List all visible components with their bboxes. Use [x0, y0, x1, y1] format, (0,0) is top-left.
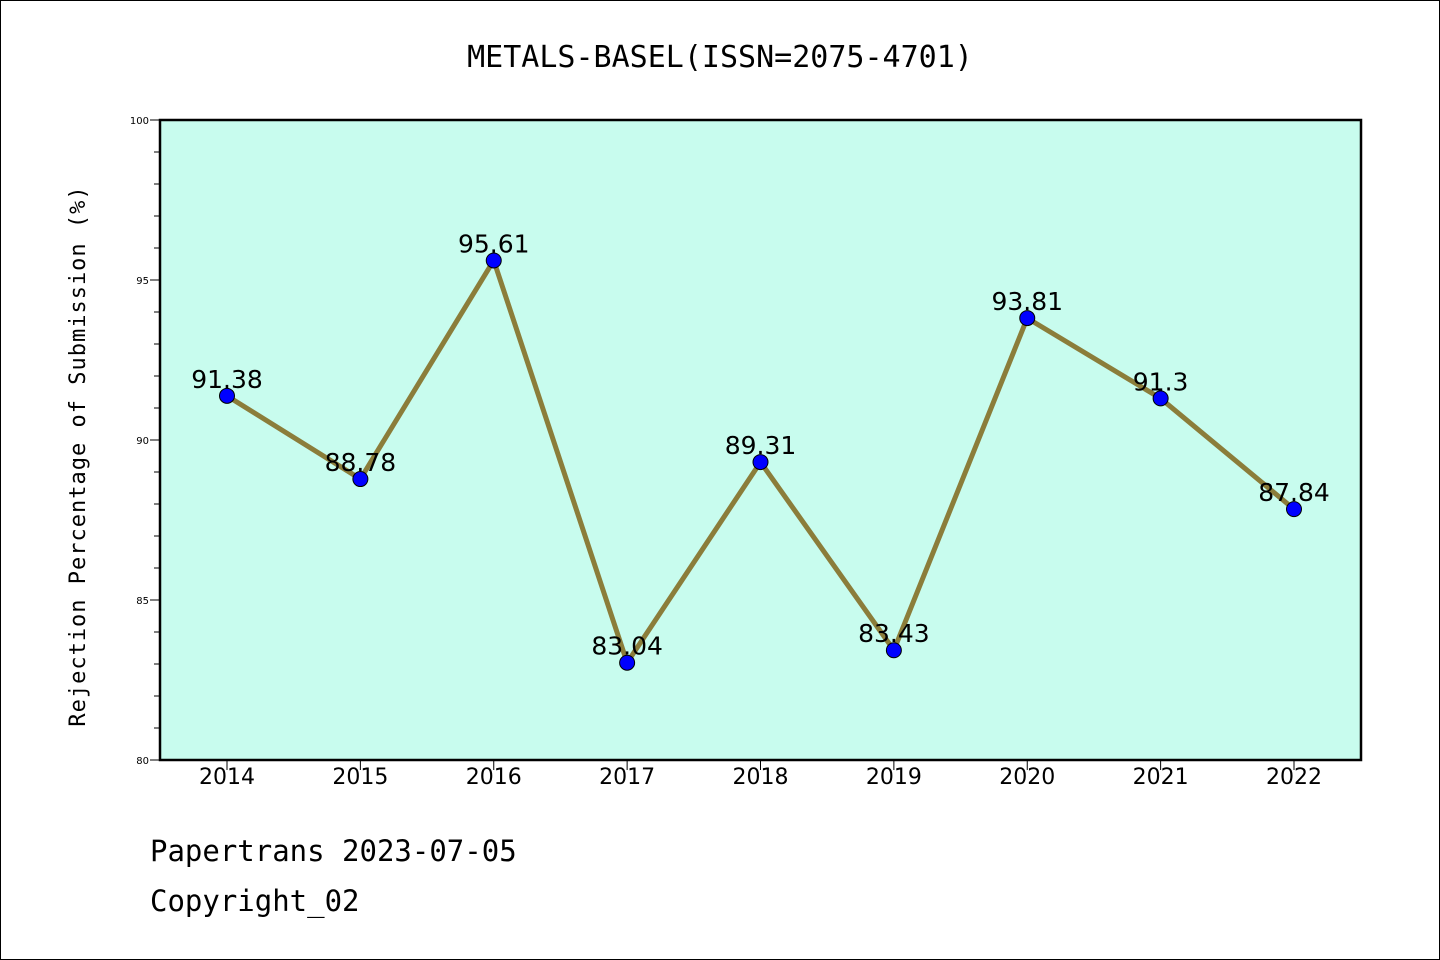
x-tick-label: 2018	[733, 765, 789, 790]
data-label: 95.61	[458, 229, 530, 258]
data-label: 91.38	[191, 365, 263, 394]
x-tick-label: 2016	[466, 765, 522, 790]
data-point	[1152, 390, 1169, 407]
data-point	[1019, 310, 1036, 327]
data-point	[752, 454, 769, 471]
footer-copyright: Copyright_02	[150, 884, 360, 918]
y-tick-label: 80	[136, 756, 149, 767]
data-point	[485, 252, 502, 269]
data-point	[1286, 501, 1302, 518]
y-axis: 80 85 90 95 100	[130, 116, 160, 767]
y-axis-label: Rejection Percentage of Submission (%)	[66, 185, 91, 726]
data-label: 83.04	[591, 632, 663, 661]
data-point	[885, 642, 902, 659]
plot-area	[158, 118, 1363, 762]
x-tick-label: 2019	[866, 765, 922, 790]
y-tick-label: 85	[136, 596, 149, 607]
x-tick-label: 2020	[999, 765, 1055, 790]
x-tick-label: 2022	[1266, 765, 1322, 790]
chart-title: METALS-BASEL(ISSN=2075-4701)	[467, 40, 973, 75]
data-point	[619, 654, 636, 671]
x-axis: 2014 2015 2016 2017 2018 2019 2020 2021 2022	[199, 760, 1322, 790]
data-markers	[219, 252, 1302, 671]
data-label: 83.43	[858, 619, 930, 648]
data-label: 91.3	[1133, 367, 1189, 396]
data-point	[219, 387, 235, 404]
x-tick-label: 2021	[1133, 765, 1189, 790]
footer-date: Papertrans 2023-07-05	[150, 834, 517, 868]
y-tick-label: 90	[136, 436, 149, 447]
data-point	[352, 471, 369, 488]
y-tick-label: 95	[136, 276, 149, 287]
data-label: 93.81	[991, 287, 1063, 316]
x-tick-label: 2015	[332, 765, 388, 790]
data-label: 88.78	[325, 448, 397, 477]
data-label: 87.84	[1258, 478, 1330, 507]
data-label: 89.31	[725, 431, 797, 460]
y-tick-label: 100	[130, 116, 149, 127]
x-tick-label: 2014	[199, 765, 255, 790]
data-labels: 91.38 88.78 95.61 83.04 89.31 83.43 93.81 91.3 8…	[191, 229, 1330, 660]
x-tick-label: 2017	[599, 765, 655, 790]
